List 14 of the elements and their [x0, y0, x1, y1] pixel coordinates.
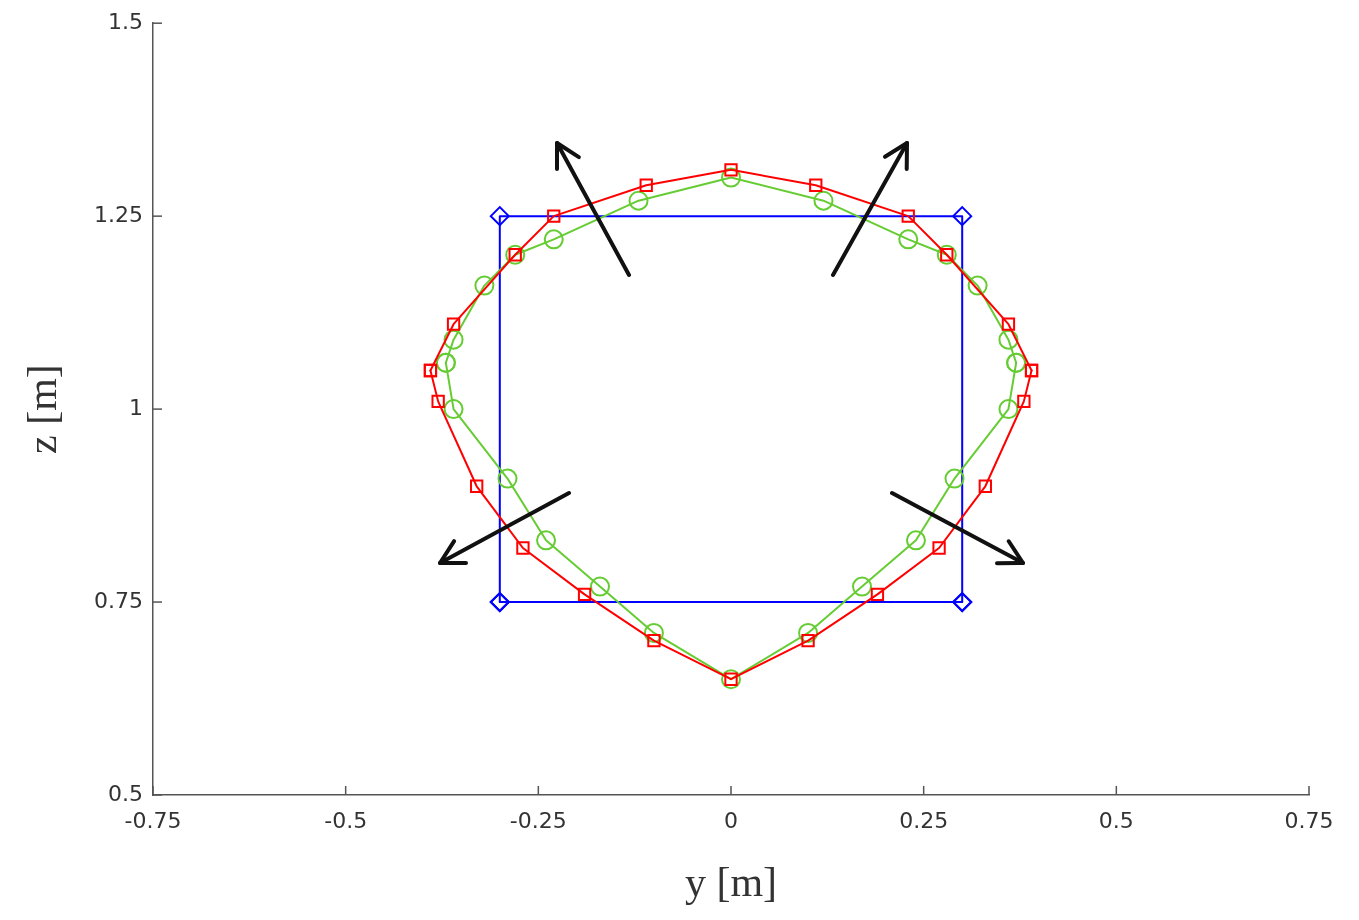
- x-tick-label: 0: [724, 807, 738, 833]
- y-tick-label: 0.75: [94, 587, 143, 613]
- x-tick-label: 0.5: [1098, 807, 1134, 833]
- x-tick-label: 0.25: [899, 807, 949, 833]
- x-tick-label: -0.75: [124, 807, 182, 833]
- y-tick-label: 0.5: [108, 780, 143, 806]
- x-tick-label: -0.5: [324, 807, 368, 833]
- y-tick-label: 1: [129, 394, 143, 420]
- y-tick-label: 1.5: [108, 8, 143, 34]
- y-axis-title: z [m]: [19, 364, 66, 454]
- x-tick-label: -0.25: [509, 807, 567, 833]
- x-axis-title: y [m]: [684, 858, 778, 905]
- x-tick-label: 0.75: [1284, 807, 1334, 833]
- y-tick-label: 1.25: [94, 201, 143, 227]
